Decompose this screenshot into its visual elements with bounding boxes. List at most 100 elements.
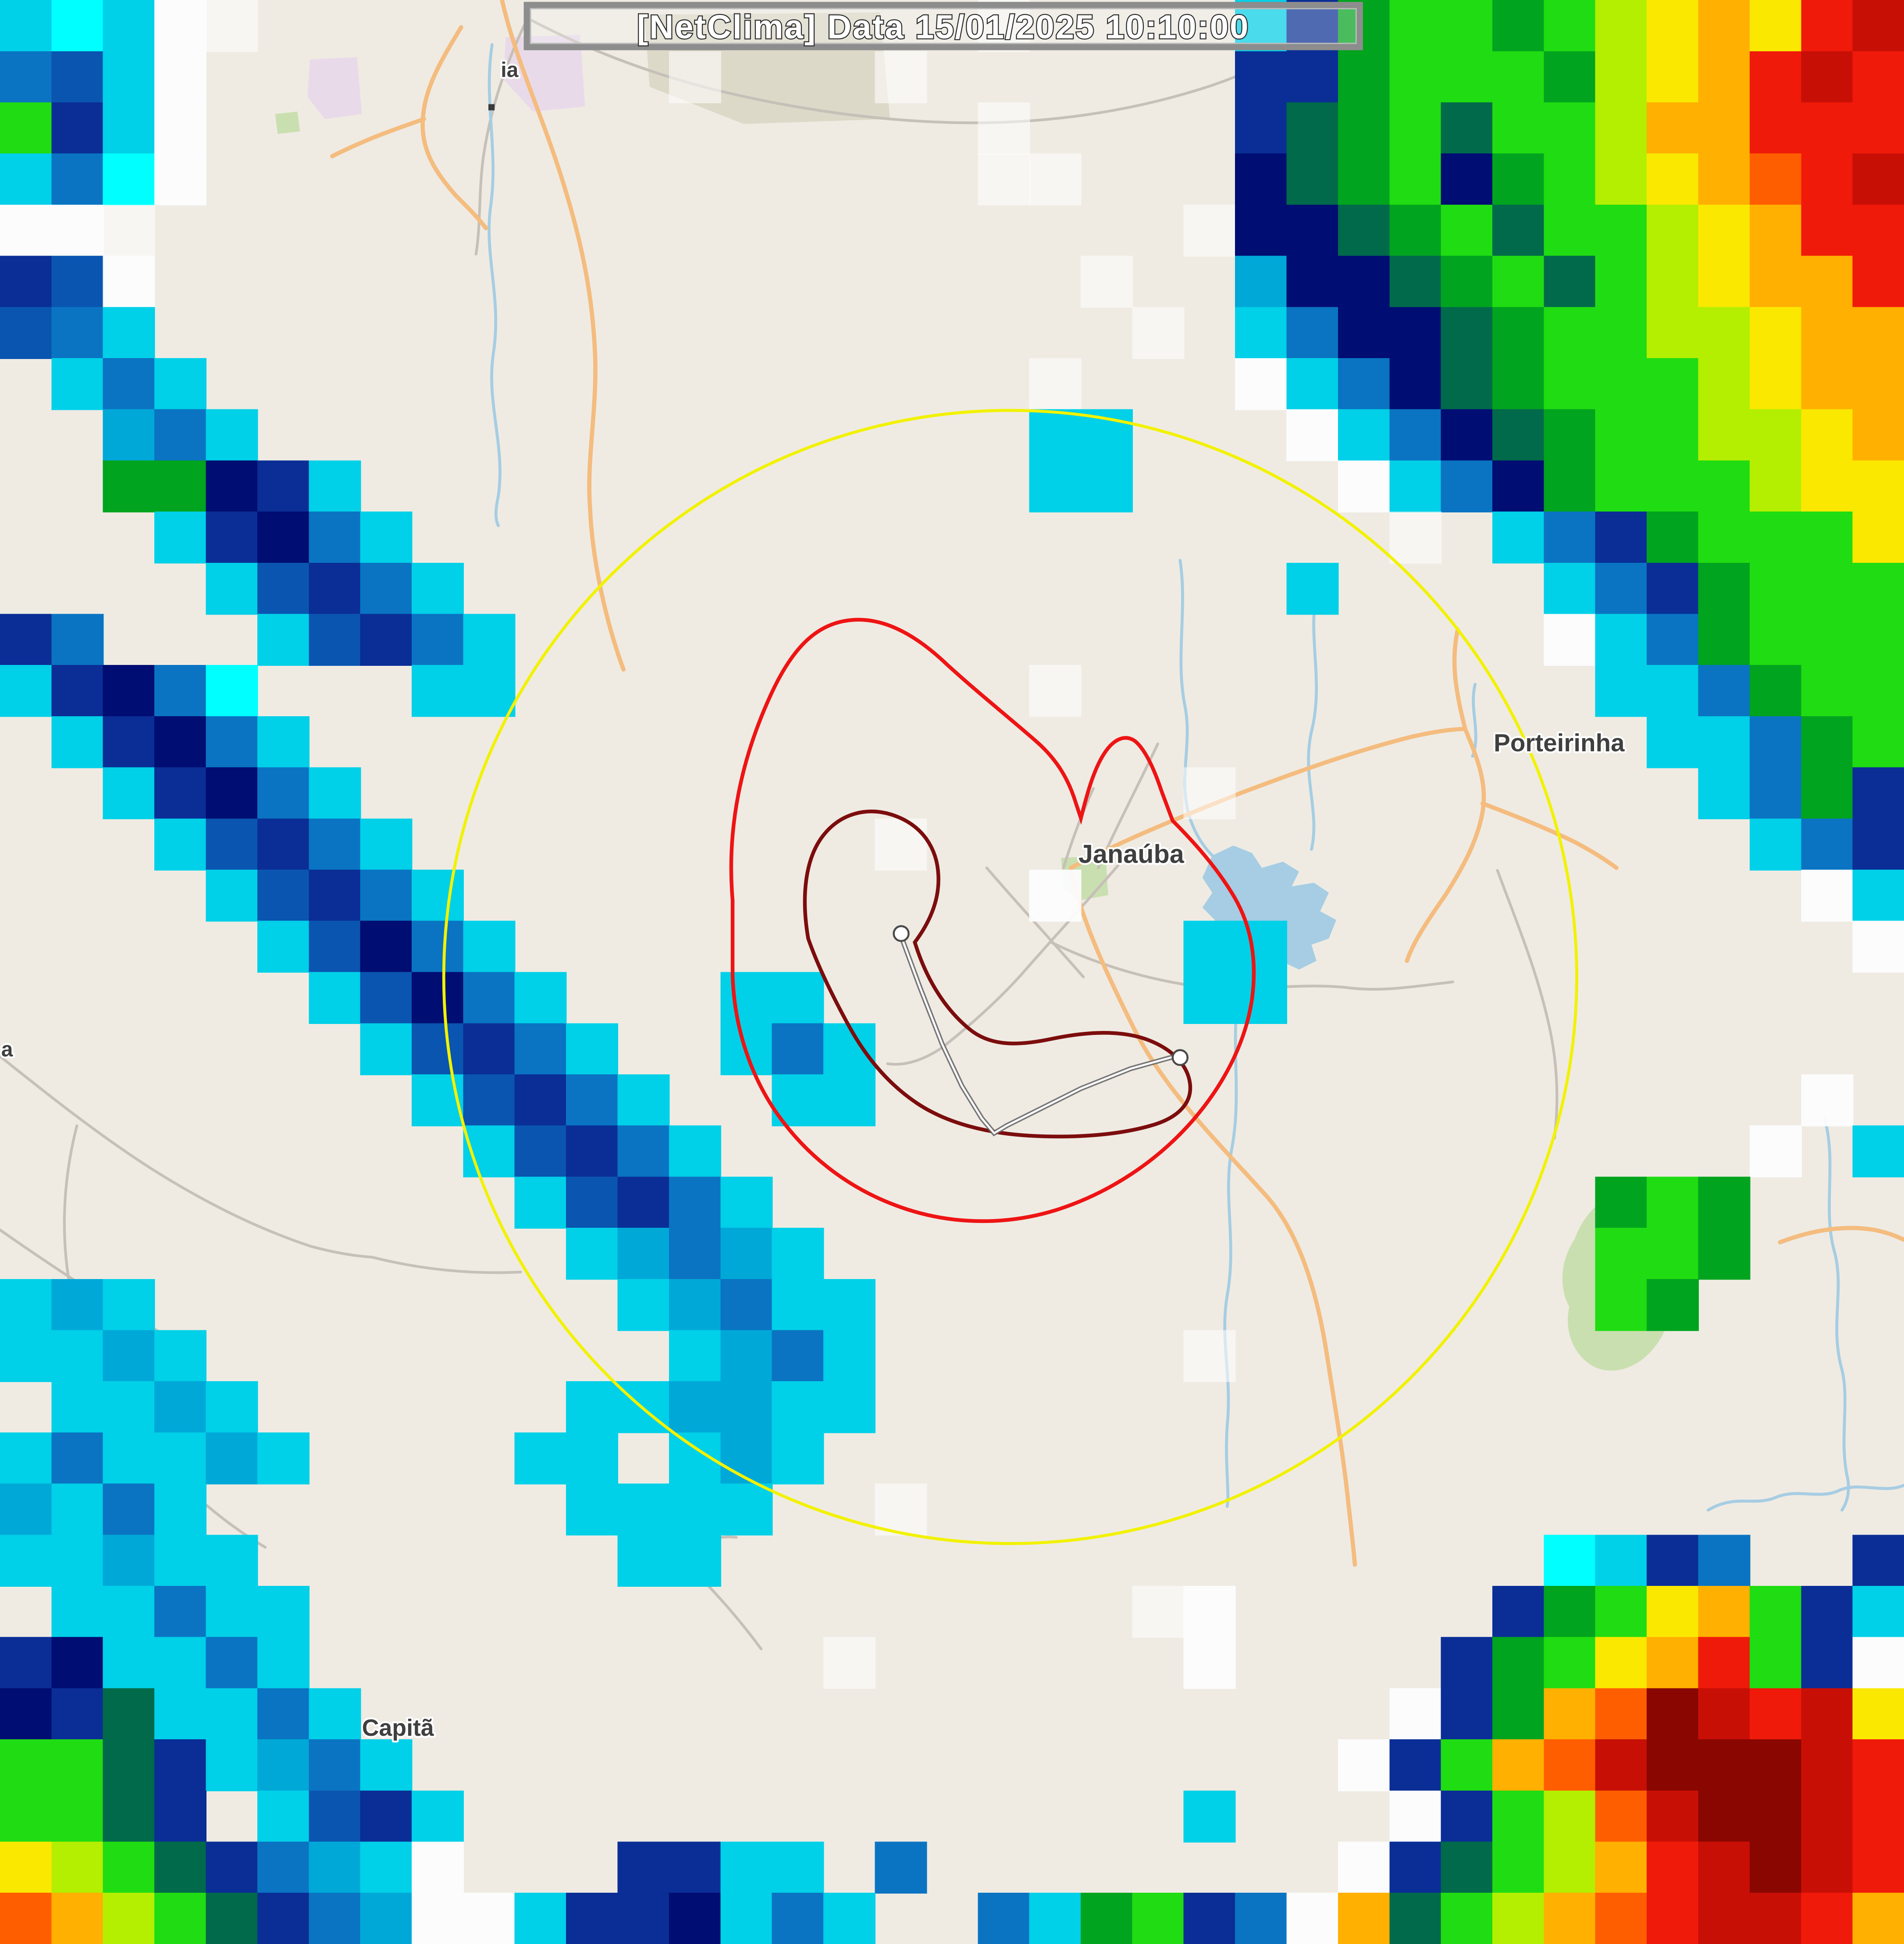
- radar-cell: [720, 1228, 773, 1280]
- radar-cell: [978, 153, 1030, 206]
- radar-cell: [617, 1279, 670, 1331]
- radar-cell: [257, 920, 310, 973]
- radar-cell: [669, 1176, 722, 1229]
- radar-cell: [1389, 0, 1442, 52]
- radar-cell: [1441, 51, 1493, 103]
- radar-cell: [206, 1637, 258, 1689]
- radar-cell: [1698, 1586, 1751, 1638]
- radar-cell: [0, 256, 53, 308]
- radar-cell: [1595, 1176, 1648, 1229]
- radar-cell: [463, 920, 516, 973]
- radar-cell: [309, 818, 361, 871]
- river: [1307, 591, 1318, 851]
- radar-cell: [51, 665, 104, 717]
- radar-cell: [1235, 920, 1288, 973]
- road-major: [1069, 727, 1467, 870]
- radar-cell: [1029, 1893, 1082, 1944]
- radar-cell: [1852, 767, 1904, 820]
- radar-cell: [257, 1637, 310, 1689]
- radar-cell: [1389, 102, 1442, 154]
- road-major: [330, 117, 426, 159]
- radar-cell: [1595, 1739, 1648, 1791]
- radar-cell: [1647, 716, 1699, 768]
- road-minor: [1062, 787, 1095, 870]
- radar-cell: [1698, 256, 1751, 308]
- radar-cell: [103, 1432, 155, 1485]
- radar-cell: [1749, 665, 1802, 717]
- radar-cell: [875, 818, 927, 871]
- radar-cell: [154, 665, 207, 717]
- radar-cell: [1749, 562, 1802, 615]
- radar-cell: [1492, 1841, 1545, 1894]
- radar-cell: [206, 512, 258, 564]
- radar-cell: [257, 1688, 310, 1741]
- radar-cell: [772, 1432, 824, 1485]
- header-border-inner: [530, 8, 1357, 44]
- radar-cell: [772, 1841, 824, 1894]
- radar-cell: [257, 1893, 310, 1944]
- radar-cell: [1698, 409, 1751, 462]
- radar-cell: [1235, 51, 1288, 103]
- radar-cell: [1338, 409, 1391, 462]
- radar-cell: [463, 1893, 516, 1944]
- radar-cell: [1183, 1330, 1236, 1382]
- radar-cell: [206, 1381, 258, 1433]
- radar-cell: [1235, 256, 1288, 308]
- radar-cell: [0, 1330, 53, 1382]
- radar-cell: [257, 562, 310, 615]
- radar-cell: [669, 1228, 722, 1280]
- radar-cell: [1801, 307, 1854, 359]
- radar-cell: [51, 1586, 104, 1638]
- radar-cell: [514, 1074, 567, 1127]
- radar-cell: [1801, 512, 1854, 564]
- radar-cell: [206, 870, 258, 922]
- town-marker: [488, 104, 495, 110]
- radar-cell: [154, 1483, 207, 1536]
- radar-cell: [0, 204, 53, 257]
- radar-cell: [360, 870, 413, 922]
- radar-cell: [1595, 204, 1648, 257]
- river: [1706, 1484, 1904, 1512]
- radar-cell: [1749, 460, 1802, 512]
- radar-cell: [1389, 460, 1442, 512]
- radar-cell: [0, 614, 53, 666]
- radar-cell: [1801, 562, 1854, 615]
- radar-cell: [1544, 460, 1596, 512]
- radar-cell: [1492, 204, 1545, 257]
- radar-cell: [1544, 1637, 1596, 1689]
- radar-cell: [1647, 51, 1699, 103]
- radar-cell: [1235, 307, 1288, 359]
- radar-cell: [103, 1381, 155, 1433]
- radar-cell: [1338, 204, 1391, 257]
- radar-cell: [1749, 204, 1802, 257]
- radar-cell: [875, 1841, 927, 1894]
- radar-cell: [412, 665, 464, 717]
- radar-cell: [1389, 307, 1442, 359]
- radar-cell: [1595, 51, 1648, 103]
- radar-cell: [1749, 102, 1802, 154]
- radar-cell: [823, 1637, 876, 1689]
- radar-cell: [875, 51, 927, 103]
- radar-cell: [1595, 665, 1648, 717]
- radar-cell: [1492, 460, 1545, 512]
- radar-cell: [720, 1841, 773, 1894]
- radar-cell: [1080, 256, 1133, 308]
- radar-cell: [257, 1432, 310, 1485]
- radar-cell: [206, 562, 258, 615]
- radar-cell: [1852, 614, 1904, 666]
- radar-cell: [1647, 358, 1699, 410]
- radar-cell: [1852, 870, 1904, 922]
- header-bar: [NetClima] Data 15/01/2025 10:10:00: [523, 2, 1363, 50]
- radar-cell: [1544, 562, 1596, 615]
- radar-cell: [1749, 1841, 1802, 1894]
- radar-cell: [1544, 409, 1596, 462]
- radar-cell: [1698, 665, 1751, 717]
- radar-cell: [1389, 204, 1442, 257]
- radar-cell: [412, 1790, 464, 1843]
- road-major: [1480, 801, 1619, 870]
- radar-cell: [823, 1893, 876, 1944]
- radar-cell: [412, 1841, 464, 1894]
- radar-cell: [412, 920, 464, 973]
- radar-cell: [720, 1381, 773, 1433]
